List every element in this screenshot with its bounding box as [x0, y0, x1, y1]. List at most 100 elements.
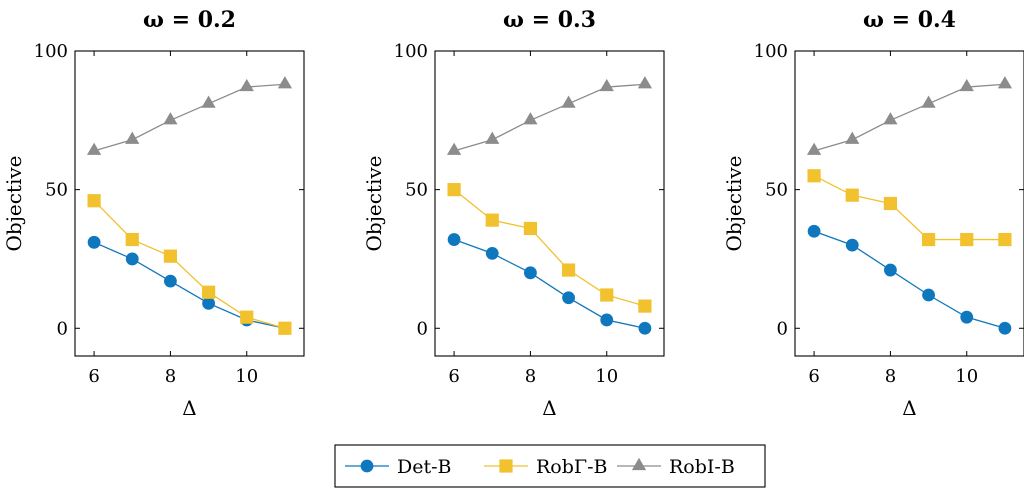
data-point-robgamma-b [201, 285, 216, 299]
data-point-det-b [87, 235, 101, 249]
data-point-det-b [884, 263, 897, 277]
chart-title: ω = 0.3 [503, 7, 596, 33]
x-tick-label: 8 [885, 366, 896, 387]
data-point-robi-b [959, 78, 974, 92]
plot-frame [794, 50, 1024, 357]
x-tick-label: 6 [448, 366, 459, 387]
x-tick-label: 10 [235, 366, 258, 387]
series-line-robgamma-b [813, 175, 1005, 241]
x-tick-label: 8 [165, 366, 176, 387]
data-point-det-b [164, 274, 177, 288]
y-axis-label: Objective [2, 155, 26, 251]
legend-marker [631, 457, 647, 471]
data-point-det-b [960, 310, 974, 324]
data-point-robi-b [485, 131, 500, 144]
y-tick-label: 50 [765, 180, 788, 201]
legend-label: RobI-B [669, 456, 735, 478]
data-point-det-b [125, 252, 139, 266]
y-axis-label: Objective [362, 155, 386, 251]
legend-entry-robi-b: RobI-B [617, 456, 735, 478]
data-point-robgamma-b [638, 299, 652, 313]
data-point-robgamma-b [883, 196, 898, 211]
series-robi-b [86, 76, 293, 155]
y-tick-label: 100 [394, 41, 428, 62]
data-point-robgamma-b [485, 213, 499, 227]
series-line-robgamma-b [93, 200, 286, 329]
data-point-robi-b [125, 131, 140, 144]
y-tick-label: 0 [57, 318, 68, 339]
data-point-robgamma-b [278, 321, 292, 335]
legend-entry-robgamma-b: RobΓ-B [484, 456, 607, 478]
data-point-robgamma-b [960, 232, 974, 247]
data-point-robgamma-b [600, 288, 614, 302]
series-det-b [807, 224, 1012, 335]
legend-label: RobΓ-B [536, 456, 607, 478]
series-line-robi-b [93, 83, 285, 152]
data-point-det-b [485, 247, 499, 260]
data-point-robi-b [806, 142, 822, 155]
data-point-robgamma-b [87, 194, 101, 208]
data-point-robi-b [845, 131, 860, 144]
data-point-robi-b [561, 95, 576, 108]
series-line-det-b [453, 238, 646, 329]
data-point-det-b [807, 224, 821, 238]
data-point-det-b [845, 238, 859, 252]
chart-panel: ω = 0.3 0 50 100 6 8 10 Δ Objective [362, 7, 665, 420]
series-robgamma-b [87, 194, 292, 335]
x-tick-label: 10 [595, 366, 618, 387]
data-point-det-b [202, 296, 215, 310]
data-point-robgamma-b [523, 221, 538, 236]
chart-panel: ω = 0.2 0 50 100 6 8 10 Δ Objective [2, 7, 305, 420]
data-point-det-b [638, 321, 652, 335]
data-point-robi-b [883, 112, 898, 125]
series-robgamma-b [807, 169, 1012, 247]
legend-marker [360, 459, 374, 473]
data-point-robi-b [446, 142, 462, 155]
data-point-robgamma-b [447, 183, 461, 197]
data-point-det-b [922, 288, 935, 302]
x-tick-label: 6 [808, 366, 819, 387]
plot-frame [434, 50, 665, 357]
y-tick-label: 100 [34, 41, 68, 62]
legend-entry-det-b: Det-B [345, 456, 452, 478]
series-line-det-b [813, 230, 1006, 329]
data-point-robi-b [997, 76, 1013, 89]
data-point-robi-b [277, 76, 293, 89]
chart-panel: ω = 0.4 0 50 100 6 8 10 Δ Objective [722, 7, 1024, 420]
legend-marker [499, 459, 513, 473]
data-point-det-b [600, 313, 614, 327]
data-point-robi-b [599, 78, 614, 92]
x-tick-label: 10 [955, 366, 978, 387]
series-line-robi-b [453, 83, 645, 152]
y-tick-label: 0 [417, 318, 428, 339]
series-line-det-b [93, 241, 286, 329]
data-point-robgamma-b [561, 263, 576, 277]
y-tick-label: 50 [45, 180, 68, 201]
y-tick-label: 50 [405, 180, 428, 201]
x-tick-label: 6 [88, 366, 99, 387]
y-tick-label: 100 [754, 41, 788, 62]
legend-label: Det-B [397, 456, 452, 478]
x-axis-label: Δ [902, 396, 916, 420]
data-point-det-b [998, 321, 1012, 335]
data-point-robgamma-b [845, 188, 859, 202]
series-robi-b [446, 76, 653, 155]
series-det-b [87, 235, 292, 335]
y-tick-label: 0 [777, 318, 788, 339]
data-point-robgamma-b [163, 249, 178, 263]
data-point-robgamma-b [125, 232, 139, 247]
legend: Det-B RobΓ-B RobI-B [334, 444, 766, 488]
series-robgamma-b [447, 183, 652, 313]
y-axis-label: Objective [722, 155, 746, 251]
x-axis-label: Δ [182, 396, 196, 420]
series-robi-b [806, 76, 1013, 155]
data-point-robgamma-b [807, 169, 821, 183]
x-axis-label: Δ [542, 396, 556, 420]
legend-box [334, 444, 766, 488]
data-point-det-b [562, 291, 575, 305]
data-point-robi-b [201, 95, 216, 108]
data-point-robgamma-b [998, 232, 1012, 247]
data-point-det-b [447, 233, 461, 246]
